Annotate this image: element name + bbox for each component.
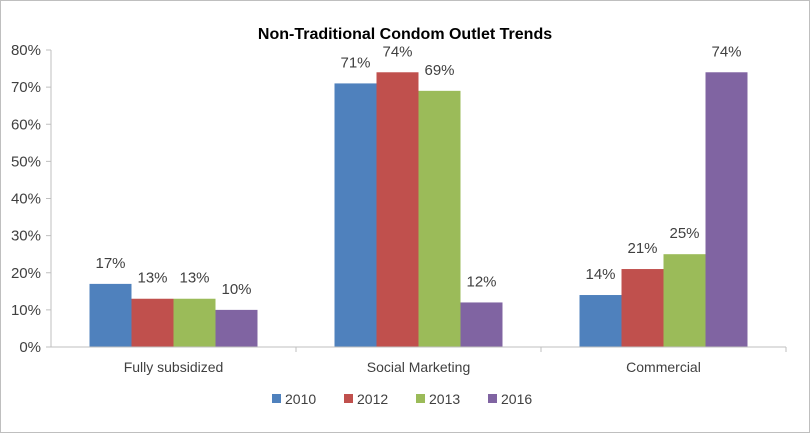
x-tick-label: Commercial (626, 359, 701, 375)
x-tick-label: Social Marketing (367, 359, 471, 375)
y-tick-label: 30% (11, 228, 41, 245)
bar (334, 83, 377, 347)
data-label: 25% (669, 225, 699, 242)
bar (663, 254, 706, 347)
y-tick-label: 20% (11, 265, 41, 282)
legend: 2010 2012 2013 2016 (272, 391, 532, 407)
chart-title: Non-Traditional Condom Outlet Trends (258, 26, 552, 43)
legend-label: 2010 (285, 391, 316, 407)
y-axis: 0% 10% 20% 30% 40% 50% 60% 70% 80% (11, 42, 52, 356)
y-tick-label: 80% (11, 42, 41, 59)
legend-label: 2016 (501, 391, 532, 407)
data-label: 12% (466, 273, 496, 290)
data-label: 10% (221, 281, 251, 298)
bar (215, 309, 258, 347)
bars: 17% 13% 13% 10% 71% 74% 69% 12% 14% 21% 25% 74% (89, 43, 748, 348)
y-tick-label: 0% (19, 339, 41, 356)
bar (418, 90, 461, 348)
data-label: 69% (424, 62, 454, 79)
legend-label: 2012 (357, 391, 388, 407)
legend-swatch (272, 394, 281, 403)
x-axis: Fully subsidized Social Marketing Commerci… (51, 346, 787, 375)
legend-swatch (344, 394, 353, 403)
data-label: 74% (711, 43, 741, 60)
bar (460, 302, 503, 347)
y-tick-label: 10% (11, 302, 41, 319)
legend-label: 2013 (429, 391, 460, 407)
data-label: 17% (95, 255, 125, 272)
bar (131, 298, 174, 347)
bar (579, 295, 622, 347)
y-tick-label: 40% (11, 191, 41, 208)
legend-swatch (416, 394, 425, 403)
bar (376, 72, 419, 348)
y-tick-label: 60% (11, 116, 41, 133)
data-label: 14% (585, 266, 615, 283)
bar (173, 298, 216, 347)
data-label: 74% (382, 43, 412, 60)
bar (705, 72, 748, 348)
x-tick-label: Fully subsidized (124, 359, 224, 375)
bar (621, 269, 664, 347)
data-label: 13% (179, 270, 209, 287)
bar (89, 283, 132, 347)
y-tick-label: 70% (11, 79, 41, 96)
data-label: 13% (137, 270, 167, 287)
data-label: 71% (340, 54, 370, 71)
y-tick-label: 50% (11, 153, 41, 170)
legend-swatch (488, 394, 497, 403)
data-label: 21% (627, 240, 657, 257)
